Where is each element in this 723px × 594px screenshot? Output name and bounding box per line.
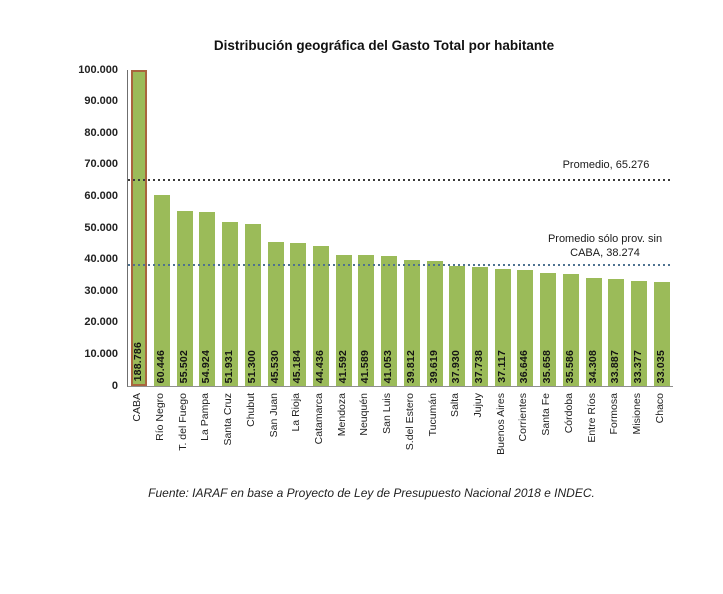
bar-value-label: 41.053 <box>382 349 395 383</box>
category-label: T. del Fuego <box>176 393 189 451</box>
bar-value-label: 51.300 <box>245 349 258 383</box>
category-label: Formosa <box>608 393 621 435</box>
chart-title: Distribución geográfica del Gasto Total … <box>213 38 555 53</box>
bar-c-rdoba: 35.586 <box>562 273 579 386</box>
category-label: Mendoza <box>335 393 348 437</box>
bar-value-label: 54.924 <box>200 349 213 383</box>
category-label: Catamarca <box>313 393 326 445</box>
bar-salta: 37.930 <box>449 266 466 386</box>
bar-value-label: 34.308 <box>586 349 599 383</box>
bar-value-label: 39.619 <box>427 349 440 383</box>
category-label: Jujuy <box>471 393 484 418</box>
bar-r-o-negro: 60.446 <box>154 195 171 386</box>
y-tick-label: 30.000 <box>84 284 118 297</box>
bar-santa-cruz: 51.931 <box>222 221 239 386</box>
y-tick-label: 70.000 <box>84 158 118 171</box>
bar-value-label: 44.436 <box>314 349 327 383</box>
bar-value-label: 51.931 <box>223 349 236 383</box>
bar-value-label: 33.887 <box>609 349 622 383</box>
bar-value-label: 33.377 <box>631 349 644 383</box>
bar-value-label: 35.658 <box>541 349 554 383</box>
y-tick-label: 10.000 <box>84 347 118 360</box>
bar-value-label: 35.586 <box>563 349 576 383</box>
average-without-caba-line2: CABA, 38.274 <box>570 247 640 259</box>
category-label: Córdoba <box>562 393 575 434</box>
bar-value-label: 55.502 <box>177 349 190 383</box>
category-label: Entre Ríos <box>585 393 598 443</box>
bar-misiones: 33.377 <box>630 280 647 386</box>
bar-formosa: 33.887 <box>608 278 625 386</box>
bar-value-label: 37.117 <box>495 350 508 383</box>
average-line-promedio <box>128 178 673 181</box>
y-tick-label: 40.000 <box>84 253 118 266</box>
bar-value-label: 45.184 <box>291 349 304 383</box>
bar-chubut: 51.300 <box>244 223 261 386</box>
bar-s-del-estero: 39.812 <box>403 260 420 386</box>
category-label: CABA <box>131 393 144 422</box>
category-label: San Luis <box>381 393 394 434</box>
bar-jujuy: 37.738 <box>471 266 488 386</box>
bar-san-juan: 45.530 <box>267 242 284 386</box>
category-label: Corrientes <box>517 393 530 442</box>
plot-area: 188.786 60.446 55.502 54.924 51.931 51.300 45.… <box>127 70 673 387</box>
bar-value-label: 45.530 <box>268 349 281 383</box>
bar-entre-r-os: 34.308 <box>585 277 602 386</box>
category-label: Salta <box>449 393 462 417</box>
y-tick-label: 50.000 <box>84 221 118 234</box>
category-label: La Rioja <box>290 393 303 432</box>
bar-neuqu-n: 41.589 <box>358 254 375 386</box>
bar-value-label: 36.646 <box>518 349 531 383</box>
bar-value-label: 60.446 <box>155 349 168 383</box>
source-note: Fuente: IARAF en base a Proyecto de Ley … <box>148 486 595 500</box>
bar-value-label: 37.930 <box>450 349 463 383</box>
bar-catamarca: 44.436 <box>313 245 330 386</box>
bar-mendoza: 41.592 <box>335 254 352 386</box>
bar-caba: 188.786 <box>131 70 148 386</box>
bar-santa-fe: 35.658 <box>540 273 557 386</box>
category-label: Santa Fe <box>540 393 553 436</box>
y-tick-label: 80.000 <box>84 126 118 139</box>
bar-la-rioja: 45.184 <box>290 243 307 386</box>
category-label: Río Negro <box>154 393 167 441</box>
bar-tucum-n: 39.619 <box>426 260 443 386</box>
y-tick-label: 90.000 <box>84 95 118 108</box>
bar-la-pampa: 54.924 <box>199 212 216 386</box>
category-label: Chaco <box>653 393 666 424</box>
category-label: Chubut <box>244 393 257 427</box>
category-label: Misiones <box>630 393 643 435</box>
y-tick-label: 100.000 <box>78 63 118 76</box>
bar-value-label: 33.035 <box>654 349 667 383</box>
bar-value-label: 41.592 <box>336 349 349 383</box>
average-annotation: Promedio, 65.276 <box>481 158 723 172</box>
y-tick-label: 0 <box>111 379 118 392</box>
bar-value-label: 37.738 <box>472 349 485 383</box>
bar-value-label: 41.589 <box>359 349 372 383</box>
category-label: S.del Estero <box>403 393 416 451</box>
average-annotation-label: Promedio, 65.276 <box>562 159 650 171</box>
bar-corrientes: 36.646 <box>517 270 534 386</box>
category-label: Santa Cruz <box>222 393 235 446</box>
bar-san-luis: 41.053 <box>381 256 398 386</box>
bar-chaco: 33.035 <box>653 281 670 386</box>
category-label: Buenos Aires <box>494 393 507 455</box>
y-tick-label: 20.000 <box>84 316 118 329</box>
bar-value-label: 188.786 <box>132 341 145 381</box>
average-without-caba-annotation: Promedio sólo prov. sin CABA, 38.274 <box>475 232 723 260</box>
category-label: San Juan <box>267 393 280 438</box>
bar-buenos-aires: 37.117 <box>494 268 511 386</box>
category-label: Neuquén <box>358 393 371 436</box>
category-label: La Pampa <box>199 393 212 441</box>
average-without-caba-line1: Promedio sólo prov. sin <box>547 233 663 245</box>
y-tick-label: 60.000 <box>84 189 118 202</box>
bar-value-label: 39.812 <box>404 349 417 383</box>
average-line-promedio-sin-caba <box>128 264 673 267</box>
bar-t-del-fuego: 55.502 <box>176 210 193 386</box>
category-label: Tucumán <box>426 393 439 437</box>
